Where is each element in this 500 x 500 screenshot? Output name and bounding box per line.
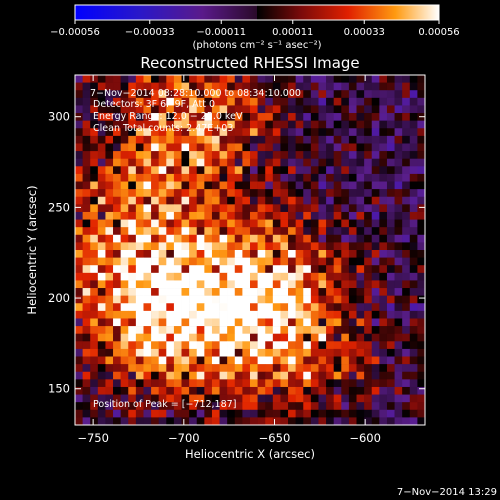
x-tick-label: −600 [349,431,381,445]
axis-ticks: −750 −700 −650 −600 150 200 250 300 [48,75,425,445]
x-tick-label: −750 [77,431,109,445]
info-annotations: 7−Nov−2014 08:28:10.000 to 08:34:10.000 … [90,88,301,410]
colorbar-ticks: −0.00056 −0.00033 −0.00011 0.00011 0.00033 0.… [50,20,460,38]
heatmap-image [75,75,425,425]
x-tick-label: −700 [168,431,200,445]
y-tick-label: 300 [48,110,70,124]
annotation-energy: Energy Range: 12.0 − 25.0 keV [93,111,243,122]
annotation-time-range: 7−Nov−2014 08:28:10.000 to 08:34:10.000 [90,88,301,99]
x-axis-label: Heliocentric X (arcsec) [185,447,315,461]
plot-area: −750 −700 −650 −600 150 200 250 300 7−Nov−2014 … [48,74,426,445]
colorbar-unit: (photons cm⁻² s⁻¹ asec⁻²) [192,40,321,51]
plot-frame [74,74,426,426]
colorbar-tick-label: 0.00056 [418,27,459,38]
chart-title: Reconstructed RHESSI Image [140,54,359,72]
footer-date: 7−Nov−2014 13:29 [397,487,497,498]
colorbar-tick-label: 0.00011 [272,27,313,38]
colorbar-tick-label: −0.00056 [50,27,100,38]
annotation-peak: Position of Peak = [−712,187] [93,399,236,410]
colorbar-gradient [74,4,440,21]
colorbar: −0.00056 −0.00033 −0.00011 0.00011 0.00033 0.… [50,4,460,51]
y-tick-label: 250 [48,200,70,214]
annotation-detectors: Detectors: 3F 6F 9F, Att 0 [93,99,215,110]
x-tick-label: −650 [259,431,291,445]
colorbar-tick-label: −0.00011 [196,27,246,38]
y-axis-label: Heliocentric Y (arcsec) [25,185,39,314]
colorbar-tick-label: −0.00033 [125,27,175,38]
colorbar-tick-label: 0.00033 [344,27,385,38]
annotation-method: Clean Total counts: 2.47E+03 [93,123,233,134]
y-tick-label: 200 [48,291,70,305]
y-tick-label: 150 [48,382,70,396]
